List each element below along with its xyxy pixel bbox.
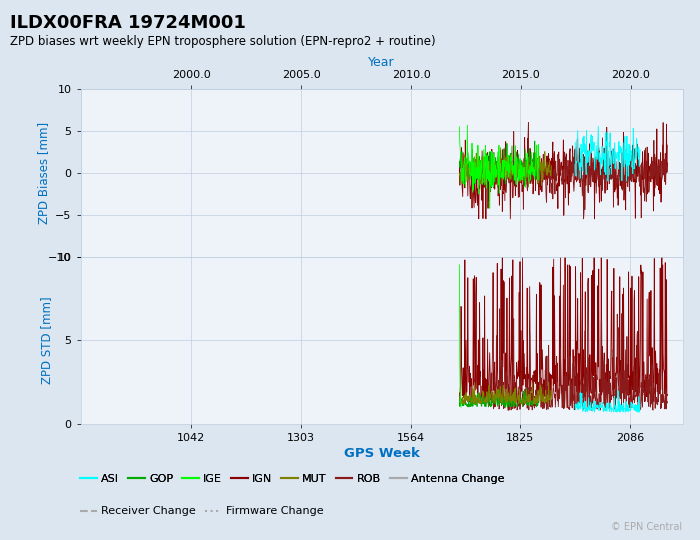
Y-axis label: ZPD Biases [mm]: ZPD Biases [mm] [37,122,50,224]
Text: © EPN Central: © EPN Central [611,522,682,532]
Y-axis label: ZPD STD [mm]: ZPD STD [mm] [41,296,53,384]
Legend: ASI, GOP, IGE, IGN, MUT, ROB, Antenna Change: ASI, GOP, IGE, IGN, MUT, ROB, Antenna Ch… [76,470,509,489]
X-axis label: GPS Week: GPS Week [344,447,419,460]
X-axis label: Year: Year [368,56,395,69]
Legend: Receiver Change, Firmware Change: Receiver Change, Firmware Change [76,502,328,521]
Text: ZPD biases wrt weekly EPN troposphere solution (EPN-repro2 + routine): ZPD biases wrt weekly EPN troposphere so… [10,35,436,48]
Text: ILDX00FRA 19724M001: ILDX00FRA 19724M001 [10,14,246,31]
